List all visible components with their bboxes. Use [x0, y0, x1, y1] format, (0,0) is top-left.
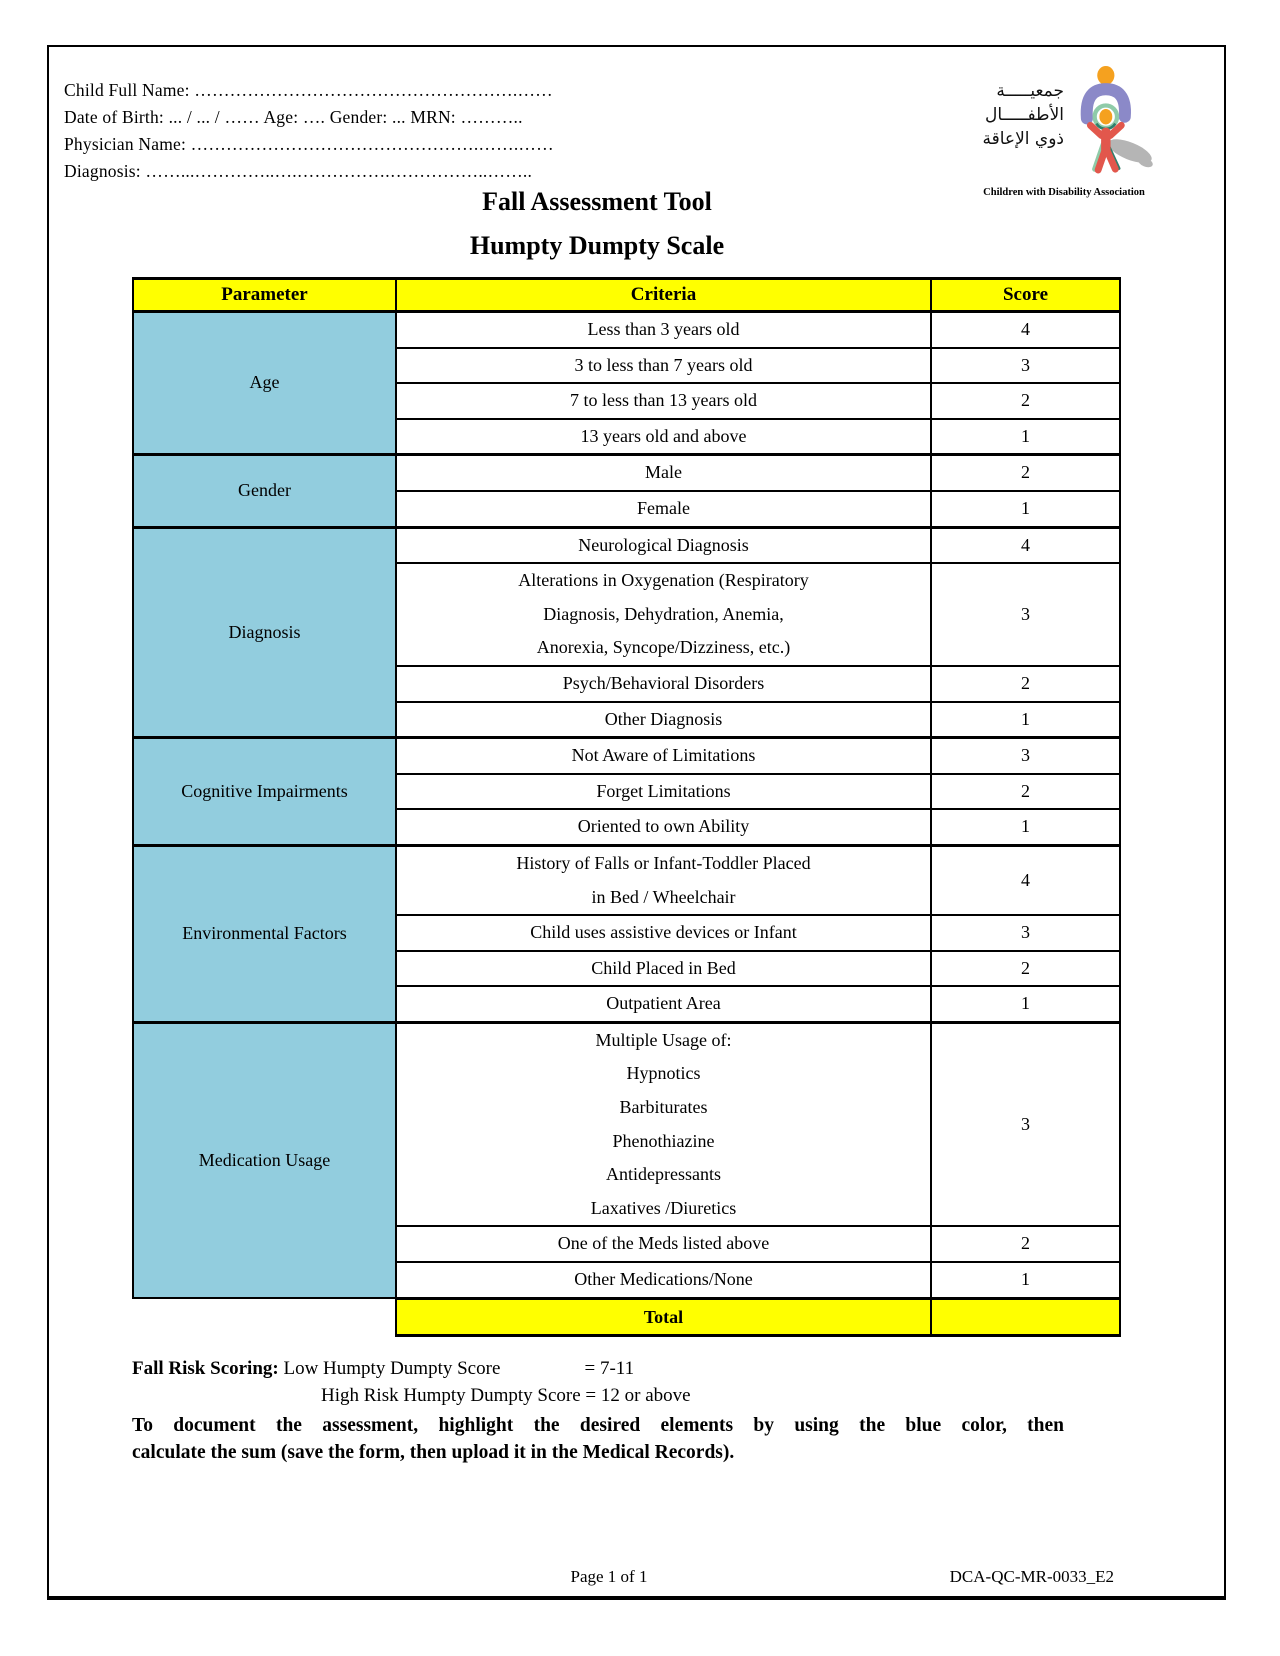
score-cell[interactable]: 1: [930, 417, 1121, 456]
criteria-cell[interactable]: Outpatient Area: [395, 985, 932, 1024]
score-cell[interactable]: 1: [930, 985, 1121, 1024]
score-cell[interactable]: 1: [930, 489, 1121, 529]
parameter-cell: Age: [132, 309, 397, 456]
total-row: Total: [133, 1296, 1121, 1337]
score-cell[interactable]: 2: [930, 382, 1121, 420]
score-cell[interactable]: 4: [930, 525, 1121, 565]
table-row: Child uses assistive devices or Infant 3: [133, 914, 1121, 952]
table-row: Alterations in Oxygenation (Respiratory D…: [133, 562, 1121, 667]
criteria-cell[interactable]: Multiple Usage of: Hypnotics Barbiturates P…: [395, 1020, 932, 1228]
high-score-line: High Risk Humpty Dumpty Score = 12 or ab…: [321, 1385, 691, 1406]
criteria-cell[interactable]: Other Diagnosis: [395, 700, 932, 739]
criteria-cell[interactable]: 3 to less than 7 years old: [395, 346, 932, 385]
low-score-value: = 7-11: [584, 1358, 635, 1379]
table-row: Age Less than 3 years old 4: [132, 309, 1121, 456]
parameter-cell: Gender: [132, 453, 397, 529]
total-label-cell: Total: [395, 1296, 932, 1337]
dob-age-gender-mrn-field[interactable]: Date of Birth: ... / ... / …… Age: …. Ge…: [64, 107, 523, 127]
score-cell[interactable]: 2: [930, 664, 1121, 703]
criteria-cell[interactable]: Other Medications/None: [395, 1261, 932, 1300]
criteria-cell[interactable]: Child Placed in Bed: [395, 949, 932, 988]
score-cell[interactable]: 2: [930, 1225, 1121, 1264]
patient-info-block: Child Full Name: ……………………………………………….…… D…: [64, 77, 554, 185]
table-row: Medication Usage Multiple Usage of: Hypnot…: [132, 1020, 1121, 1300]
criteria-cell[interactable]: Oriented to own Ability: [395, 808, 932, 847]
parameter-cell: Cognitive Impairments: [132, 736, 397, 847]
table-row: Other Medications/None 1: [133, 1261, 1121, 1300]
child-full-name-field[interactable]: Child Full Name: ……………………………………………….……: [64, 80, 553, 100]
table-row: Outpatient Area 1: [133, 985, 1121, 1024]
criteria-column-header: Criteria: [395, 277, 932, 313]
document-code: DCA-QC-MR-0033_E2: [949, 1567, 1114, 1586]
criteria-cell[interactable]: Not Aware of Limitations: [395, 736, 932, 775]
score-cell[interactable]: 3: [930, 914, 1121, 952]
logo-arabic-text: جمعيـــــة الأطفـــــال ذوي الإعاقة: [982, 81, 1064, 149]
fall-risk-scoring: Fall Risk Scoring: Low Humpty Dumpty Sco…: [132, 1355, 691, 1409]
table-row: Diagnosis Neurological Diagnosis 4: [132, 525, 1121, 739]
diagnosis-field[interactable]: Diagnosis: ……...…………..….…………….……………..…….…: [64, 161, 533, 181]
table-row: Female 1: [133, 489, 1121, 529]
score-cell[interactable]: 2: [930, 453, 1121, 492]
criteria-cell[interactable]: Less than 3 years old: [395, 309, 932, 349]
score-cell[interactable]: 2: [930, 772, 1121, 811]
score-cell[interactable]: 3: [930, 736, 1121, 775]
criteria-cell[interactable]: 7 to less than 13 years old: [395, 382, 932, 420]
criteria-cell[interactable]: 13 years old and above: [395, 417, 932, 456]
table-row: Psych/Behavioral Disorders 2: [133, 664, 1121, 703]
score-cell[interactable]: 1: [930, 700, 1121, 739]
criteria-cell[interactable]: Neurological Diagnosis: [395, 525, 932, 565]
score-cell[interactable]: 3: [930, 1020, 1121, 1228]
table-row: One of the Meds listed above 2: [133, 1225, 1121, 1264]
association-logo: جمعيـــــة الأطفـــــال ذوي الإعاقة: [974, 57, 1154, 198]
scoring-label: Fall Risk Scoring:: [132, 1358, 279, 1379]
table-row: Gender Male 2: [132, 453, 1121, 529]
score-cell[interactable]: 1: [930, 1261, 1121, 1300]
total-spacer: [133, 1298, 396, 1336]
parent-child-logo-icon: [1080, 65, 1153, 174]
instruction-note: To document the assessment, highlight th…: [132, 1415, 1064, 1463]
table-row: 7 to less than 13 years old 2: [133, 382, 1121, 420]
criteria-cell[interactable]: Psych/Behavioral Disorders: [395, 664, 932, 703]
parameter-cell: Environmental Factors: [132, 843, 397, 1024]
logo-caption: Children with Disability Association: [983, 187, 1145, 198]
page-subtitle: Humpty Dumpty Scale: [469, 231, 725, 260]
parameter-cell: Medication Usage: [132, 1020, 397, 1300]
table-header-row: Parameter Criteria Score: [132, 277, 1121, 313]
assessment-table: Parameter Criteria Score Age Less than 3 …: [132, 277, 1121, 1337]
score-cell[interactable]: 4: [930, 843, 1121, 917]
total-score-cell[interactable]: [930, 1296, 1121, 1337]
table-row: Environmental Factors History of Falls or…: [132, 843, 1121, 1024]
table-row: Cognitive Impairments Not Aware of Limita…: [132, 736, 1121, 847]
table-row: Child Placed in Bed 2: [133, 949, 1121, 988]
page-footer: Page 1 of 1 DCA-QC-MR-0033_E2: [49, 1567, 1224, 1591]
criteria-cell[interactable]: One of the Meds listed above: [395, 1225, 932, 1264]
criteria-cell[interactable]: Forget Limitations: [395, 772, 932, 811]
page-number: Page 1 of 1: [570, 1567, 648, 1586]
criteria-cell[interactable]: Alterations in Oxygenation (Respiratory D…: [395, 562, 932, 667]
criteria-cell[interactable]: Female: [395, 489, 932, 529]
criteria-cell[interactable]: History of Falls or Infant-Toddler Place…: [395, 843, 932, 917]
table-row: Forget Limitations 2: [133, 772, 1121, 811]
parameter-column-header: Parameter: [132, 277, 397, 313]
criteria-cell[interactable]: Child uses assistive devices or Infant: [395, 914, 932, 952]
score-cell[interactable]: 3: [930, 562, 1121, 667]
score-column-header: Score: [930, 277, 1121, 313]
table-row: Other Diagnosis 1: [133, 700, 1121, 739]
score-cell[interactable]: 4: [930, 309, 1121, 349]
score-cell[interactable]: 3: [930, 346, 1121, 385]
score-cell[interactable]: 2: [930, 949, 1121, 988]
table-row: 13 years old and above 1: [133, 417, 1121, 456]
low-score-label: Low Humpty Dumpty Score: [283, 1358, 501, 1379]
parameter-cell: Diagnosis: [132, 525, 397, 739]
page-frame: Child Full Name: ……………………………………………….…… D…: [47, 45, 1226, 1600]
table-row: Oriented to own Ability 1: [133, 808, 1121, 847]
table-row: 3 to less than 7 years old 3: [133, 346, 1121, 385]
criteria-cell[interactable]: Male: [395, 453, 932, 492]
physician-name-field[interactable]: Physician Name: ………………………………………….…….……: [64, 134, 554, 154]
score-cell[interactable]: 1: [930, 808, 1121, 847]
page-title: Fall Assessment Tool: [482, 187, 712, 216]
